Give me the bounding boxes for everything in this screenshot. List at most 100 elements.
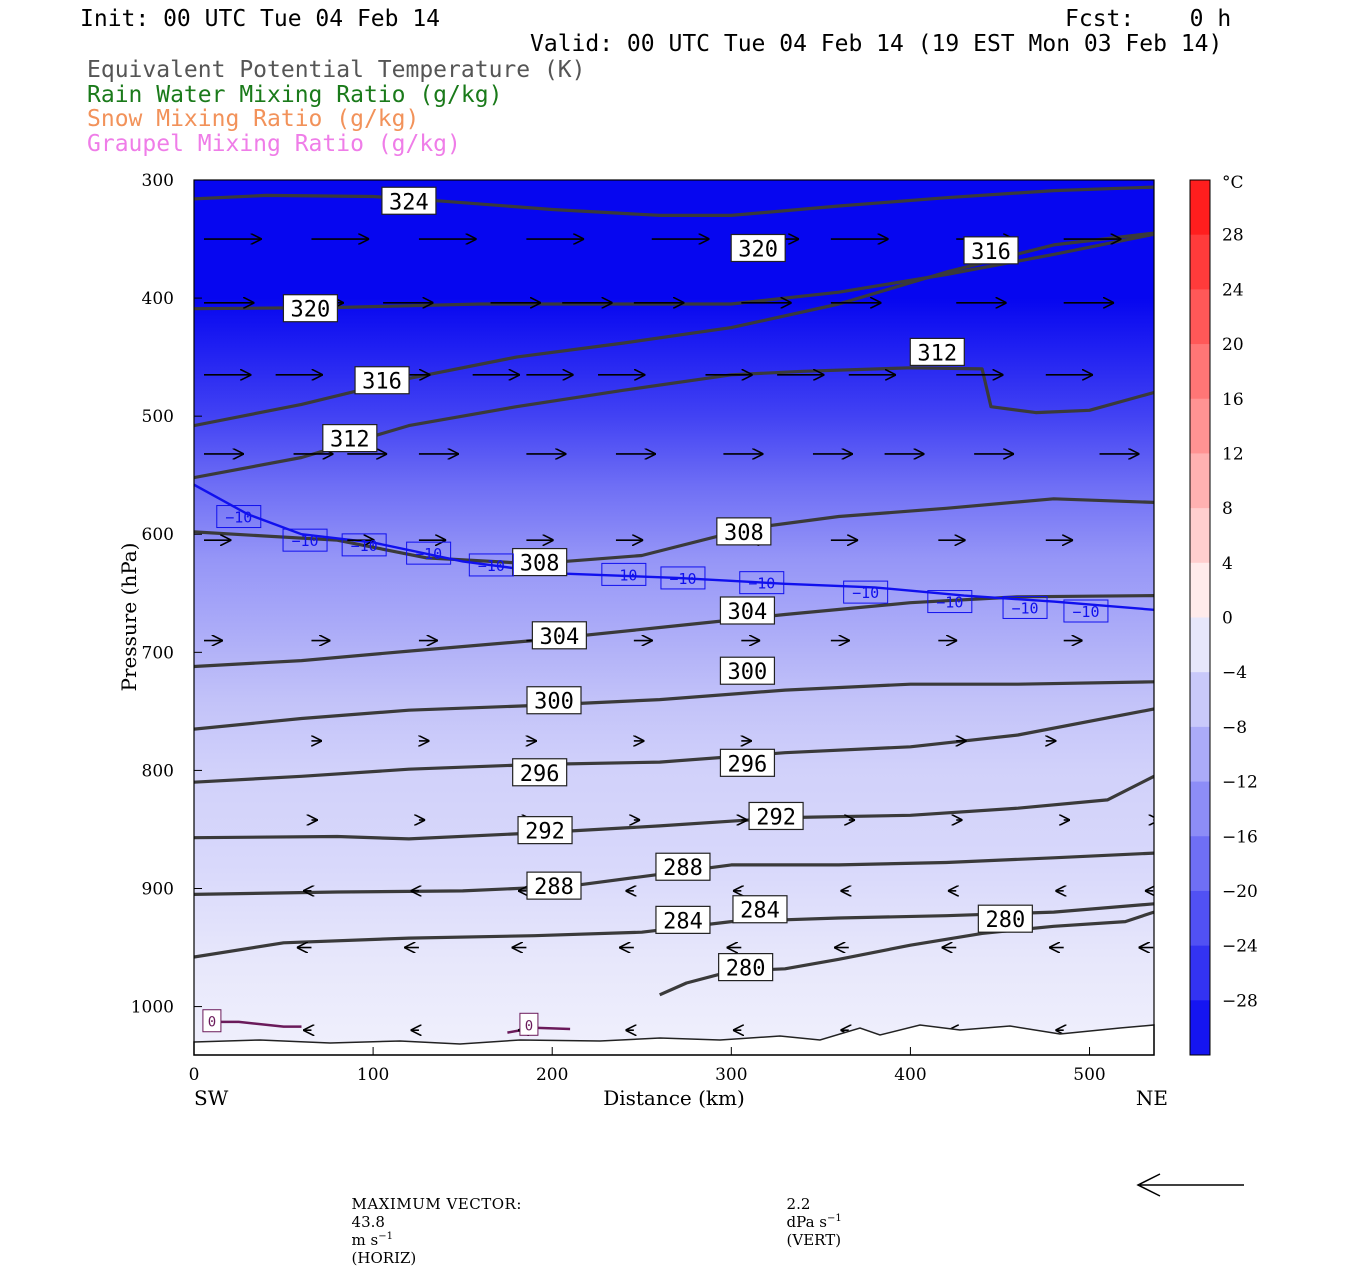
theta-e-label-text: 308 — [724, 521, 764, 546]
theta-e-label-text: 308 — [520, 552, 560, 577]
theta-e-label-box — [719, 656, 776, 685]
colorbar-label: −16 — [1222, 827, 1258, 847]
theta-e-label-284: 284 — [732, 895, 788, 924]
y-tick-label: 600 — [142, 525, 174, 545]
theta-e-label-text: 284 — [740, 899, 780, 924]
x-tick-label: 0 — [189, 1065, 200, 1085]
isotherm-label: −10 — [341, 533, 387, 557]
theta-e-label-box — [655, 905, 711, 934]
isotherm-label: −10 — [468, 553, 514, 577]
plot-frame — [193, 179, 1155, 1056]
theta-e-label-box — [512, 758, 568, 787]
theta-e-label-280: 280 — [977, 904, 1033, 933]
theta-e-label-box — [526, 686, 582, 715]
theta-e-label-284: 284 — [655, 905, 711, 934]
colorbar-label: −8 — [1222, 718, 1247, 738]
colorbar-segment — [1190, 781, 1210, 837]
x-end-label-ne: NE — [1136, 1086, 1168, 1110]
isotherm-label: −10 — [216, 505, 262, 529]
max-vector-prefix: MAXIMUM VECTOR: — [351, 1195, 522, 1213]
theta-e-label-box — [719, 596, 776, 625]
theta-e-label-text: 288 — [534, 875, 574, 900]
theta-e-label-box — [732, 895, 788, 924]
max-vector-vert-value: 2.2 — [786, 1195, 811, 1213]
y-tick-label: 300 — [142, 171, 174, 191]
field-title-rain: Rain Water Mixing Ratio (g/kg) — [87, 82, 503, 108]
theta-e-contour-312 — [194, 366, 1154, 480]
contour-label-layer: 324 320 320 316 316 312 312 308 308 304 304 300 300 2… — [202, 186, 1109, 1036]
x-tick-label: 400 — [894, 1065, 926, 1085]
colorbar: °C 28 24 20 16 12 8 4 0 −4 −8 −12 −16 −20 −24 −28 — [1189, 173, 1258, 1056]
theta-e-label-text: 316 — [362, 370, 402, 395]
theta-e-label-text: 292 — [525, 820, 565, 845]
colorbar-segment — [1190, 726, 1210, 783]
isotherm-label-text: −10 — [225, 509, 252, 527]
isotherm-label-box — [739, 571, 785, 595]
theta-e-label-296: 296 — [512, 758, 568, 787]
theta-e-label-308: 308 — [716, 517, 772, 546]
valid-time: Valid: 00 UTC Tue 04 Feb 14 (19 EST Mon … — [530, 31, 1223, 57]
theta-e-contour-324 — [194, 185, 1154, 217]
isotherm-label-text: −10 — [1072, 603, 1099, 621]
colorbar-label: −28 — [1222, 991, 1258, 1011]
isotherm-label-box — [406, 541, 452, 565]
colorbar-segment — [1190, 289, 1210, 345]
y-tick-label: 700 — [142, 643, 174, 663]
isotherm-label: −10 — [282, 528, 328, 552]
isotherm-label-box — [341, 533, 387, 557]
theta-e-label-text: 280 — [985, 908, 1025, 933]
max-vector-vert-tag: (VERT) — [786, 1231, 842, 1249]
colorbar-label: 0 — [1222, 609, 1233, 629]
theta-e-label-box — [718, 953, 774, 982]
isotherm-zero-label: 0 — [519, 1012, 539, 1036]
theta-e-label-288: 288 — [526, 871, 582, 900]
theta-e-contour-300 — [194, 680, 1154, 731]
theta-e-label-280: 280 — [718, 953, 774, 982]
maximum-vector-vert: 2.2 dPa s−1 (VERT) — [777, 1177, 842, 1249]
y-tick-label: 800 — [142, 761, 174, 781]
theta-e-label-316: 316 — [963, 236, 1019, 265]
field-title-theta-e: Equivalent Potential Temperature (K) — [87, 57, 586, 83]
theta-e-label-316: 316 — [354, 366, 410, 395]
y-tick-label: 900 — [142, 879, 174, 899]
max-vector-horiz-value: 43.8 — [351, 1213, 385, 1231]
isotherm-label: −10 — [601, 562, 647, 586]
colorbar-unit: °C — [1222, 173, 1244, 193]
isotherm-label: −10 — [927, 590, 973, 614]
colorbar-segment — [1190, 234, 1210, 290]
colorbar-label: −24 — [1222, 937, 1258, 957]
max-vector-arrow-icon — [1136, 1173, 1244, 1197]
colorbar-segment — [1190, 836, 1210, 892]
theta-e-label-text: 288 — [663, 856, 703, 881]
x-tick-label: 100 — [357, 1065, 389, 1085]
theta-e-contour-280 — [659, 910, 1154, 997]
colorbar-label: 4 — [1222, 554, 1233, 574]
y-tick-label: 1000 — [131, 998, 174, 1018]
theta-e-label-box — [282, 294, 339, 323]
isotherm-label-text: −10 — [478, 557, 505, 575]
theta-e-label-box — [512, 547, 568, 577]
isotherm-label: −10 — [1002, 595, 1048, 619]
max-vector-horiz-tag: (HORIZ) — [351, 1249, 417, 1267]
isotherm-zero-label-text: 0 — [525, 1018, 533, 1034]
theta-e-label-box — [531, 621, 587, 650]
cross-section-chart: 324 320 320 316 316 312 312 308 308 304 304 300 300 2… — [117, 171, 1258, 1110]
isotherm-label: −10 — [739, 571, 785, 595]
theta-e-label-312: 312 — [322, 424, 378, 453]
isotherm-label-box — [843, 580, 889, 604]
colorbar-label: 8 — [1222, 499, 1233, 519]
colorbar-segment — [1190, 617, 1210, 673]
isotherm-label: −10 — [1063, 599, 1109, 623]
theta-e-label-text: 324 — [389, 190, 429, 215]
theta-e-label-box — [977, 904, 1033, 933]
theta-e-contour-304 — [194, 594, 1154, 669]
theta-e-label-box — [322, 424, 378, 453]
colorbar-label: −12 — [1222, 773, 1258, 793]
isotherm-label-box — [601, 562, 647, 586]
theta-e-label-304: 304 — [719, 596, 776, 625]
max-vector-vert-exponent: −1 — [826, 1213, 842, 1224]
theta-e-contour-308 — [194, 497, 1154, 566]
theta-e-label-288: 288 — [655, 852, 711, 881]
colorbar-segment — [1190, 945, 1210, 1001]
theta-e-label-324: 324 — [381, 186, 437, 215]
